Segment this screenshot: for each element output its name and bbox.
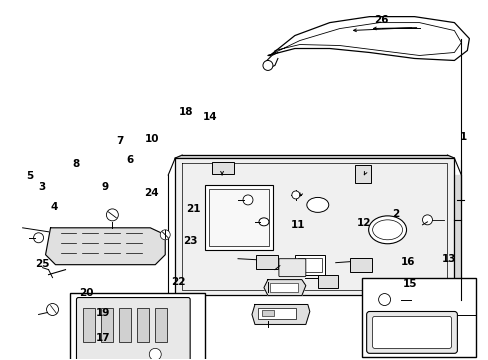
Circle shape xyxy=(422,215,431,225)
Bar xyxy=(101,307,113,342)
Text: 1: 1 xyxy=(459,132,467,142)
Text: 25: 25 xyxy=(35,259,49,269)
Text: 20: 20 xyxy=(79,288,93,298)
Bar xyxy=(212,162,234,174)
Bar xyxy=(119,307,131,342)
Bar xyxy=(258,307,295,319)
Text: 24: 24 xyxy=(144,188,159,198)
Polygon shape xyxy=(175,158,453,294)
Bar xyxy=(262,310,273,316)
Text: 9: 9 xyxy=(102,182,109,192)
Bar xyxy=(269,283,297,292)
FancyBboxPatch shape xyxy=(372,316,450,348)
Bar xyxy=(349,258,371,272)
Polygon shape xyxy=(251,305,309,324)
Text: 2: 2 xyxy=(391,209,399,219)
Text: 8: 8 xyxy=(73,159,80,169)
Bar xyxy=(155,307,167,342)
FancyBboxPatch shape xyxy=(366,311,456,353)
Bar xyxy=(297,258,321,272)
Ellipse shape xyxy=(368,216,406,244)
Text: 3: 3 xyxy=(39,182,46,192)
Text: 14: 14 xyxy=(203,112,217,122)
Text: 18: 18 xyxy=(179,107,193,117)
Circle shape xyxy=(46,303,59,315)
Polygon shape xyxy=(45,228,165,265)
Bar xyxy=(255,255,277,269)
Bar xyxy=(204,185,272,250)
Ellipse shape xyxy=(259,218,268,226)
Circle shape xyxy=(243,195,252,205)
Text: 17: 17 xyxy=(96,333,110,343)
FancyBboxPatch shape xyxy=(76,298,190,360)
Polygon shape xyxy=(453,175,461,294)
FancyBboxPatch shape xyxy=(278,259,305,276)
Text: 11: 11 xyxy=(290,220,305,230)
Text: 7: 7 xyxy=(116,136,123,145)
Circle shape xyxy=(106,209,118,221)
Text: 26: 26 xyxy=(373,15,387,26)
Circle shape xyxy=(263,60,272,71)
Text: 6: 6 xyxy=(126,155,133,165)
Polygon shape xyxy=(264,280,305,296)
Text: 4: 4 xyxy=(51,202,58,212)
Circle shape xyxy=(34,233,43,243)
Bar xyxy=(294,255,324,275)
Text: 23: 23 xyxy=(183,236,198,246)
Ellipse shape xyxy=(372,220,402,240)
Bar xyxy=(83,307,95,342)
Text: 22: 22 xyxy=(171,277,185,287)
Bar xyxy=(137,307,149,342)
Text: 19: 19 xyxy=(96,308,110,318)
Text: 10: 10 xyxy=(144,134,159,144)
Bar xyxy=(361,278,475,357)
Bar xyxy=(317,275,337,288)
Bar xyxy=(209,189,268,246)
Circle shape xyxy=(160,230,170,240)
Bar xyxy=(354,165,370,183)
Text: 16: 16 xyxy=(400,257,414,267)
Text: 15: 15 xyxy=(402,279,417,289)
Circle shape xyxy=(378,293,390,306)
Text: 13: 13 xyxy=(441,254,456,264)
Text: 12: 12 xyxy=(356,218,370,228)
Ellipse shape xyxy=(306,197,328,212)
Bar xyxy=(70,293,204,360)
Text: 21: 21 xyxy=(185,204,200,214)
Polygon shape xyxy=(175,155,453,158)
Text: 5: 5 xyxy=(26,171,34,181)
Circle shape xyxy=(149,348,161,360)
Circle shape xyxy=(291,191,299,199)
